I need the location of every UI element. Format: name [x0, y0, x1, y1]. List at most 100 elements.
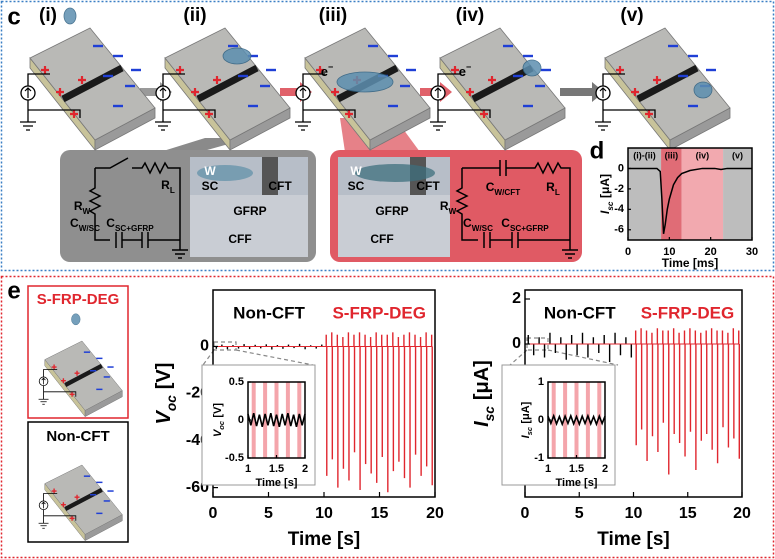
positive-charge — [480, 110, 488, 118]
positive-charge — [74, 494, 80, 500]
y-tick-label: -0.5 — [225, 452, 244, 464]
device — [595, 27, 731, 152]
highlight — [263, 382, 268, 458]
y-tick-label: -1 — [534, 452, 544, 464]
x-tick-label: 2 — [302, 463, 308, 475]
y-axis-label: Isc [μA] — [520, 401, 535, 438]
y-tick-label: 0 — [618, 162, 624, 174]
highlight — [274, 382, 279, 458]
highlight — [285, 382, 290, 458]
y-tick-label: 2 — [512, 290, 521, 307]
cft-stripe — [64, 487, 103, 511]
positive-charge — [69, 515, 75, 521]
positive-charge — [60, 378, 66, 384]
region-label: (i)-(ii) — [633, 150, 656, 160]
component-label: CW/CFT — [486, 180, 521, 196]
label-part: [V] — [212, 403, 224, 418]
legend-box-label: S-FRP-DEG — [37, 291, 120, 308]
droplet — [693, 81, 713, 99]
x-tick-label: 20 — [426, 505, 444, 522]
ammeter-arrow — [159, 87, 167, 98]
label-part: SC+GFRP — [510, 224, 549, 233]
positive-charge — [51, 488, 57, 494]
component-label: CSC+GFRP — [501, 216, 549, 232]
ammeter-arrow — [434, 87, 442, 98]
label-part: C — [501, 216, 510, 230]
ammeter-arrow — [599, 87, 607, 98]
droplet — [336, 71, 394, 93]
positive-charge — [41, 66, 49, 74]
legend-box — [27, 285, 129, 419]
positive-charge — [69, 391, 75, 397]
layer-label: SC — [348, 179, 365, 193]
droplet — [355, 164, 435, 182]
x-tick-label: 20 — [733, 505, 751, 522]
label-part: oc — [217, 420, 226, 430]
positive-charge — [466, 88, 474, 96]
wire — [38, 369, 77, 405]
droplet — [197, 165, 253, 181]
electron-label: e− — [459, 62, 472, 79]
series-label: Non-CFT — [233, 303, 305, 322]
positive-charge — [51, 364, 57, 370]
legend-box — [27, 421, 129, 543]
series-label: S-FRP-DEG — [332, 303, 426, 322]
label-part: [μA] — [598, 174, 612, 198]
label-part: W — [82, 207, 90, 216]
x-tick-label: 1.5 — [269, 463, 284, 475]
region — [723, 148, 752, 240]
label-part: I — [471, 421, 493, 427]
positive-charge — [70, 110, 78, 118]
label-part: R — [161, 178, 170, 192]
x-tick-label: 10 — [625, 505, 643, 522]
label-part: V — [153, 409, 175, 424]
positive-charge — [316, 66, 324, 74]
component-label: RW — [74, 199, 91, 215]
stage-label: (iv) — [456, 5, 485, 26]
positive-charge — [213, 76, 221, 84]
x-axis-label: Time [s] — [288, 529, 361, 550]
droplet — [63, 7, 77, 25]
highlight — [251, 382, 256, 458]
positive-charge — [331, 88, 339, 96]
highlight — [297, 382, 302, 458]
component-label: CW/SC — [463, 216, 493, 232]
device — [155, 27, 291, 152]
highlight — [574, 382, 579, 458]
device — [295, 27, 431, 152]
y-tick-label: 0 — [200, 338, 209, 355]
positive-charge — [653, 76, 661, 84]
layer-label: CFT — [416, 179, 440, 193]
x-axis-label: Time [s] — [597, 529, 670, 550]
label-part: sc — [606, 201, 615, 211]
label-part: SC+GFRP — [115, 224, 154, 233]
label-part: [μA] — [520, 401, 532, 423]
label-part: I — [598, 210, 612, 214]
x-tick-label: 1.5 — [569, 463, 584, 475]
positive-charge — [74, 370, 80, 376]
panel-letter: c — [7, 3, 20, 30]
content: c (i) (ii) (iii) (iv) (v)e− e−de S-FRP-DEGNon-C… — [7, 3, 758, 550]
y-axis-label: Voc [V] — [212, 403, 227, 437]
droplet — [522, 59, 542, 77]
label-part: C — [463, 216, 472, 230]
label-part: W/CFT — [494, 188, 520, 197]
x-tick-label: 10 — [663, 246, 675, 258]
device — [38, 464, 123, 542]
layer-label: GFRP — [375, 204, 408, 218]
positive-charge — [60, 502, 66, 508]
ammeter-arrow — [41, 377, 46, 385]
layer-label: SC — [202, 179, 219, 193]
positive-charge — [631, 88, 639, 96]
y-tick-label: 0 — [538, 414, 544, 426]
y-tick-label: -6 — [614, 224, 624, 236]
positive-charge — [191, 88, 199, 96]
x-axis-label: Time [s] — [556, 477, 598, 489]
x-tick-label: 5 — [264, 505, 273, 522]
panel-e-border — [0, 275, 775, 559]
highlight — [563, 382, 568, 458]
panel-letter: e — [7, 277, 20, 304]
arrow — [560, 82, 604, 102]
zoom-indicator — [202, 337, 619, 366]
positive-charge — [488, 76, 496, 84]
